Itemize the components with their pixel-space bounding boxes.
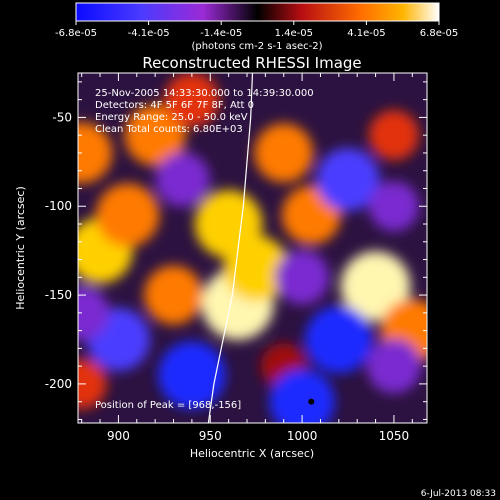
y-tick-label: -150	[45, 288, 72, 302]
chart-title: Reconstructed RHESSI Image	[142, 54, 361, 72]
peak-marker	[308, 398, 315, 405]
x-tick-label: 950	[199, 429, 222, 443]
intensity-map	[78, 73, 427, 423]
colorbar-unit-label: (photons cm-2 s-1 asec-2)	[191, 41, 322, 52]
intensity-blob	[155, 152, 210, 207]
annotation-block: 25-Nov-2005 14:33:30.000 to 14:39:30.000…	[95, 88, 314, 135]
intensity-blob	[316, 147, 380, 212]
peak-position-text: Position of Peak = [968,-156]	[95, 400, 241, 411]
intensity-blob	[254, 123, 314, 183]
intensity-blob	[305, 305, 373, 374]
intensity-blob	[95, 183, 160, 247]
x-tick-label: 1050	[379, 429, 410, 443]
intensity-blob	[368, 181, 419, 232]
intensity-blob	[78, 285, 109, 341]
y-axis-label: Heliocentric Y (arcsec)	[14, 186, 27, 310]
intensity-blob	[124, 104, 186, 166]
y-tick-label: -100	[45, 199, 72, 213]
colorbar-tick-label: -1.4e-05	[200, 28, 242, 39]
colorbar-ticks: -6.8e-05 -4.1e-05 -1.4e-05 1.4e-05 4.1e-05 6.…	[55, 21, 458, 39]
colorbar	[75, 2, 440, 22]
solar-limb-line	[207, 73, 254, 423]
intensity-blob	[223, 235, 289, 302]
colorbar-tick-label: 4.1e-05	[347, 28, 385, 39]
intensity-blob	[164, 73, 220, 127]
y-tick-label: -200	[45, 377, 72, 391]
colorbar-tick-label: 1.4e-05	[275, 28, 313, 39]
intensity-blob	[78, 358, 107, 409]
footer-timestamp: 6-Jul-2013 08:33	[421, 489, 496, 499]
intensity-blob	[269, 368, 335, 423]
x-tick-label: 900	[107, 429, 130, 443]
colorbar-tick-label: -4.1e-05	[128, 28, 170, 39]
x-tick-label: 1000	[287, 429, 318, 443]
plot-frame	[77, 72, 428, 424]
intensity-blob	[144, 265, 203, 325]
intensity-blob	[366, 338, 422, 394]
intensity-blob	[368, 110, 419, 161]
colorbar-tick-label: 6.8e-05	[420, 28, 458, 39]
y-tick-label: -50	[52, 110, 72, 124]
x-axis-label: Heliocentric X (arcsec)	[190, 447, 314, 460]
intensity-blob	[340, 251, 411, 322]
colorbar-tick-label: -6.8e-05	[55, 28, 97, 39]
annotation-line: Detectors: 4F 5F 6F 7F 8F, Att 0	[95, 100, 254, 111]
intensity-blob	[158, 341, 226, 409]
intensity-blob	[274, 250, 330, 305]
annotation-line: Clean Total counts: 6.80E+03	[95, 124, 243, 135]
intensity-blob	[78, 122, 113, 184]
axes: 900 950 1000 1050 -200 -150 -100 -50	[45, 73, 427, 443]
annotation-line: 25-Nov-2005 14:33:30.000 to 14:39:30.000	[95, 88, 314, 99]
annotation-line: Energy Range: 25.0 - 50.0 keV	[95, 112, 248, 123]
